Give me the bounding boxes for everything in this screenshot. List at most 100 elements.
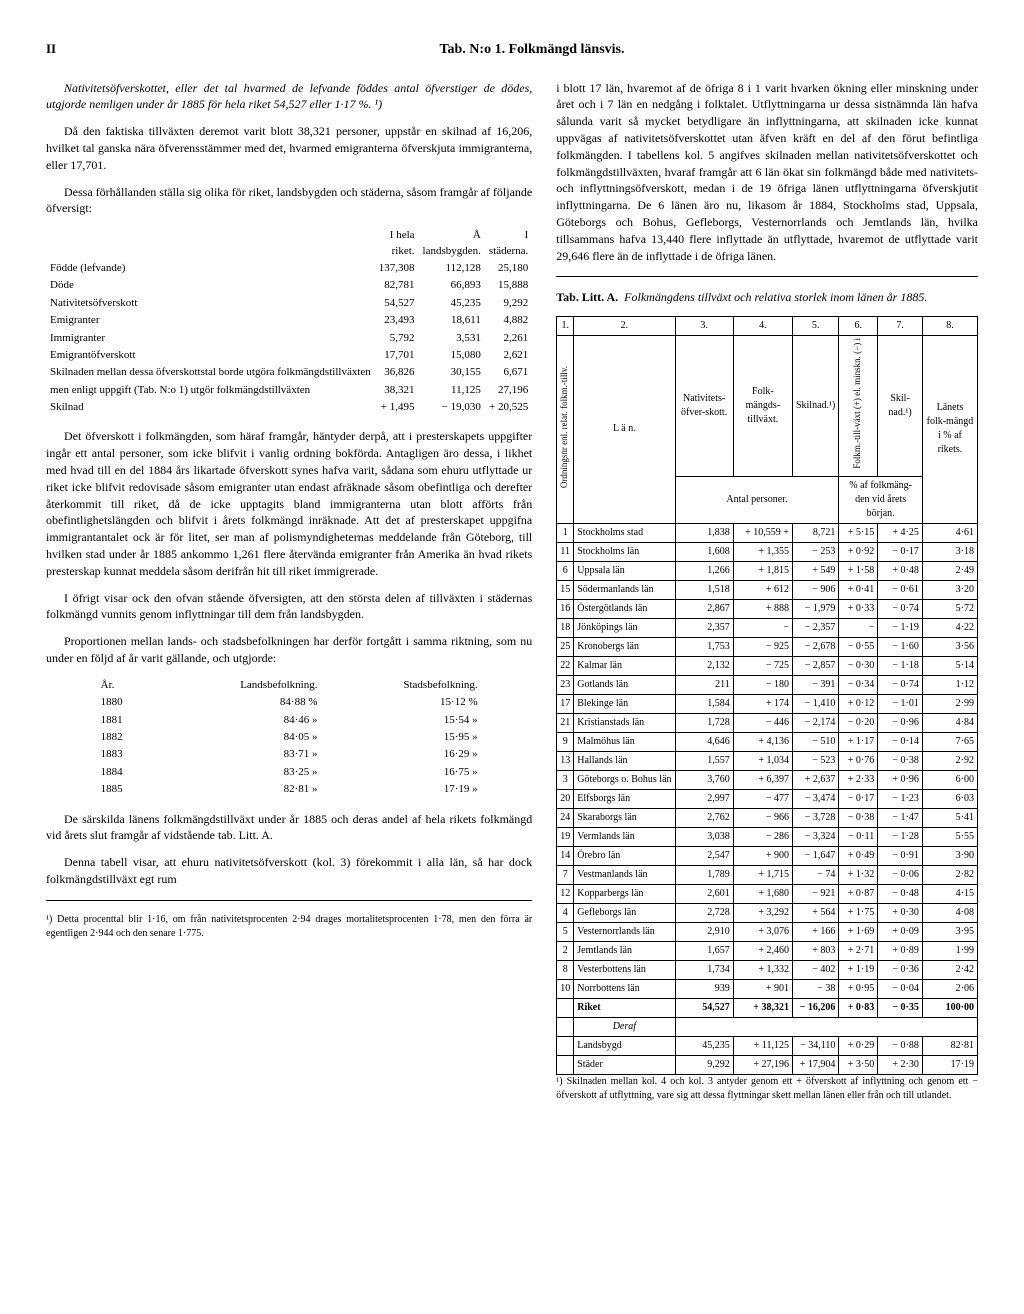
cell: 27,196 [485,382,532,399]
cell: 3·18 [922,542,977,561]
cell: Vermlands län [574,827,675,846]
cell: 17 [557,694,574,713]
cell: + 17,904 [792,1055,838,1074]
cell: 15·95 » [324,729,484,746]
cell: 1,838 [675,523,733,542]
cell: 15,888 [485,277,532,294]
th: Skil-nad.¹) [878,336,923,477]
th: 6. [839,317,878,336]
cell: 1 [557,523,574,542]
cell: 2,728 [675,903,733,922]
cell: − 0·91 [878,846,923,865]
cell: 4,882 [485,312,532,329]
cell: 9,292 [675,1055,733,1074]
cell: − 16,206 [792,998,838,1017]
row-label: Skilnaden mellan dessa öfverskottstal bo… [46,364,375,381]
cell: Östergötlands län [574,599,675,618]
overview-table: I hela riket. Å landsbygden. I städerna.… [46,227,532,416]
cell: − 477 [733,789,792,808]
cell: + 0·95 [839,979,878,998]
cell: + 3,076 [733,922,792,941]
cell: 1,266 [675,561,733,580]
cell: Deraf [574,1017,675,1036]
cell: 84·46 » [158,712,324,729]
cell: + 2,460 [733,941,792,960]
cell: + 1·32 [839,865,878,884]
cell: 4,646 [675,732,733,751]
cell: 137,308 [375,260,419,277]
cell: + 0·30 [878,903,923,922]
cell: 15,080 [419,347,485,364]
th: 3. [675,317,733,336]
cell: 6 [557,561,574,580]
cell: − 253 [792,542,838,561]
th: 2. [574,317,675,336]
cell: − 38 [792,979,838,998]
cell: − 510 [792,732,838,751]
cell: 30,155 [419,364,485,381]
cell: − 0·61 [878,580,923,599]
cell: − 3,474 [792,789,838,808]
cell: − 523 [792,751,838,770]
cell: − 925 [733,637,792,656]
cell: 3 [557,770,574,789]
cell: 16·75 » [324,764,484,781]
cell: Jönköpings län [574,618,675,637]
cell: 21 [557,713,574,732]
cell: 1,557 [675,751,733,770]
cell: + 0·89 [878,941,923,960]
page-number: II [46,40,86,58]
cell: 83·25 » [158,764,324,781]
para: De särskilda länens folkmängdstillväxt u… [46,811,532,845]
cell: 1884 [95,764,158,781]
cell: − 0·11 [839,827,878,846]
cell: 4·22 [922,618,977,637]
cell [557,1036,574,1055]
cell: 18,611 [419,312,485,329]
cell: − 0·06 [878,865,923,884]
cell: 1,584 [675,694,733,713]
cell: 4·84 [922,713,977,732]
cell: − 0·14 [878,732,923,751]
cell: 7·65 [922,732,977,751]
cell: + 11,125 [733,1036,792,1055]
th: År. [95,677,158,694]
cell: 12 [557,884,574,903]
cell: Kronobergs län [574,637,675,656]
cell: 17·19 [922,1055,977,1074]
cell: 2·92 [922,751,977,770]
cell: + 27,196 [733,1055,792,1074]
cell: + 1,680 [733,884,792,903]
cell: 2,621 [485,347,532,364]
cell: + 1·75 [839,903,878,922]
th: Stadsbefolkning. [324,677,484,694]
cell: Gotlands län [574,675,675,694]
para: Det öfverskott i folkmängden, som häraf … [46,428,532,579]
cell: 8,721 [792,523,838,542]
cell: 83·71 » [158,746,324,763]
cell: + 166 [792,922,838,941]
cell: 24 [557,808,574,827]
th: L ä n. [574,336,675,524]
cell: 100·00 [922,998,977,1017]
cell: 2,997 [675,789,733,808]
cell: 2,357 [675,618,733,637]
cell: 112,128 [419,260,485,277]
cell: − 0·96 [878,713,923,732]
row-label: Födde (lefvande) [46,260,375,277]
row-label: Nativitetsöfverskott [46,295,375,312]
cell: Kopparbergs län [574,884,675,903]
cell: Kalmar län [574,656,675,675]
th: 8. [922,317,977,336]
cell: + 0·76 [839,751,878,770]
cell: 82·81 [922,1036,977,1055]
cell: − 0·74 [878,675,923,694]
th: Nativitets-öfver-skott. [675,336,733,477]
cell: − 1·19 [878,618,923,637]
cell: − 0·34 [839,675,878,694]
footnote: ¹) Detta procenttal blir 1·16, om från n… [46,913,532,941]
cell: 23 [557,675,574,694]
cell: + 10,559 + [733,523,792,542]
cell: Landsbygd [574,1036,675,1055]
right-column: i blott 17 län, hvaremot af de öfriga 8 … [556,80,978,1113]
